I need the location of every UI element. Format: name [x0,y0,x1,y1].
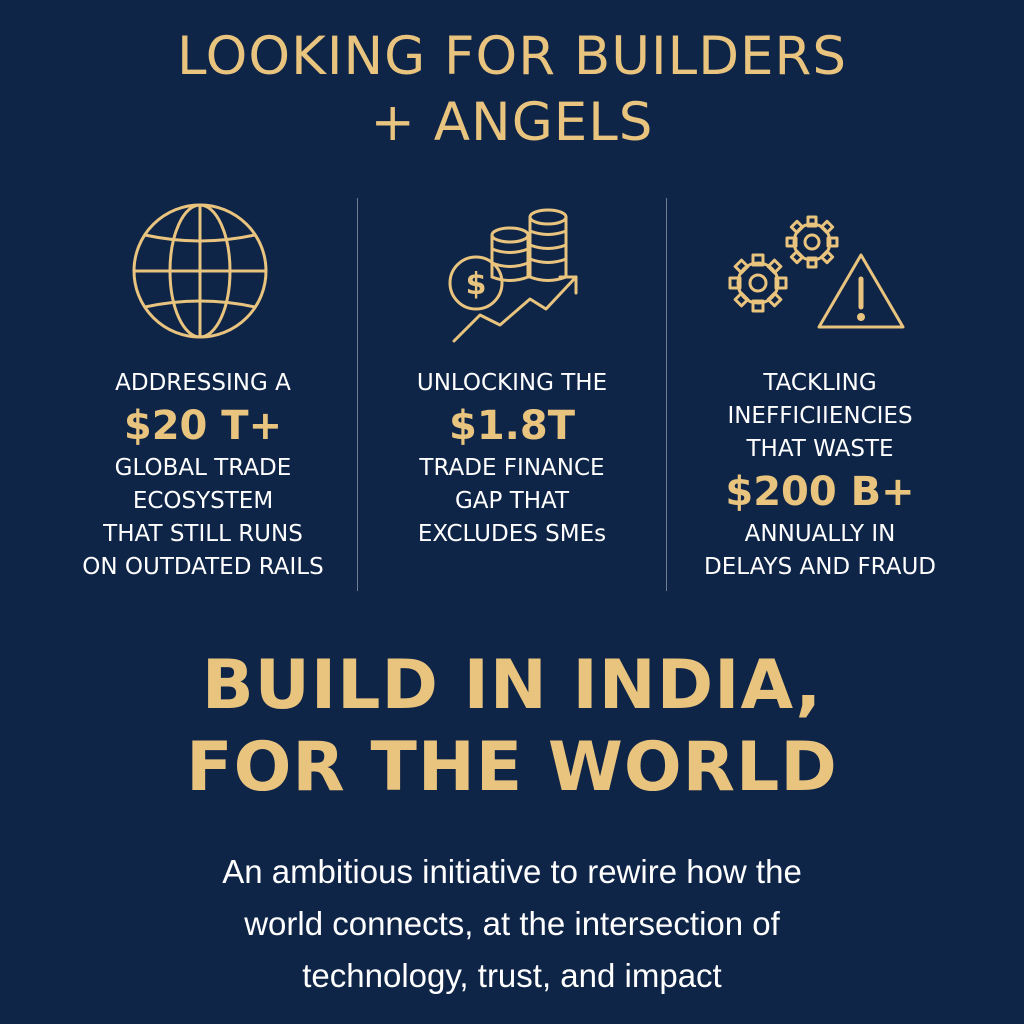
headline-line-2: + ANGELS [370,92,654,153]
cta-line-1: BUILD IN INDIA, [201,646,823,725]
stat-line: THAT STILL RUNS [103,521,303,547]
column-divider [357,198,358,591]
stat-intro: ADDRESSING A [115,370,291,396]
stat-text-trade: ADDRESSING A $20 T+ GLOBAL TRADE ECOSYST… [53,367,353,584]
gears-warning-icon [728,215,905,329]
stat-line: TRADE FINANCE [419,455,605,481]
description-line-3: technology, trust, and impact [302,957,722,994]
stat-intro: THAT WASTE [746,436,894,462]
stat-line: ON OUTDATED RAILS [82,554,324,580]
cta-line-2: FOR THE WORLD [186,728,838,807]
stat-column-trade-finance: $ UNLOCKING THE $1.8T TRADE FINANCE GAP … [362,195,662,605]
stat-intro: UNLOCKING THE [416,370,608,396]
stat-intro: INEFFICIIENCIES [727,403,913,429]
headline-line-1: LOOKING FOR BUILDERS [177,26,847,87]
stat-text-finance: UNLOCKING THE $1.8T TRADE FINANCE GAP TH… [362,367,662,551]
stat-figure: $20 T+ [123,403,283,449]
stat-line: ECOSYSTEM [132,488,274,514]
globe-icon [132,203,268,339]
call-to-action: BUILD IN INDIA, FOR THE WORLD [0,645,1024,809]
stat-column-trade-ecosystem: ADDRESSING A $20 T+ GLOBAL TRADE ECOSYST… [53,195,353,605]
description: An ambitious initiative to rewire how th… [0,846,1024,1002]
stat-column-inefficiencies: TACKLING INEFFICIIENCIES THAT WASTE $200… [665,195,975,605]
description-line-2: world connects, at the intersection of [244,905,780,942]
column-divider [666,198,667,591]
stat-line: GAP THAT [454,488,570,514]
stat-text-inefficiencies: TACKLING INEFFICIIENCIES THAT WASTE $200… [665,367,975,584]
svg-text:$: $ [466,267,487,302]
stat-figure: $200 B+ [725,469,915,515]
stat-intro: TACKLING [763,370,877,396]
coins-growth-icon: $ [448,208,578,343]
headline: LOOKING FOR BUILDERS + ANGELS [0,24,1024,156]
stat-line: ANNUALLY IN [744,521,896,547]
stat-line: EXCLUDES SMEs [417,521,607,547]
stat-figure: $1.8T [449,403,575,449]
stat-line: DELAYS AND FRAUD [703,554,936,580]
stat-line: GLOBAL TRADE [114,455,292,481]
description-line-1: An ambitious initiative to rewire how th… [222,853,802,890]
